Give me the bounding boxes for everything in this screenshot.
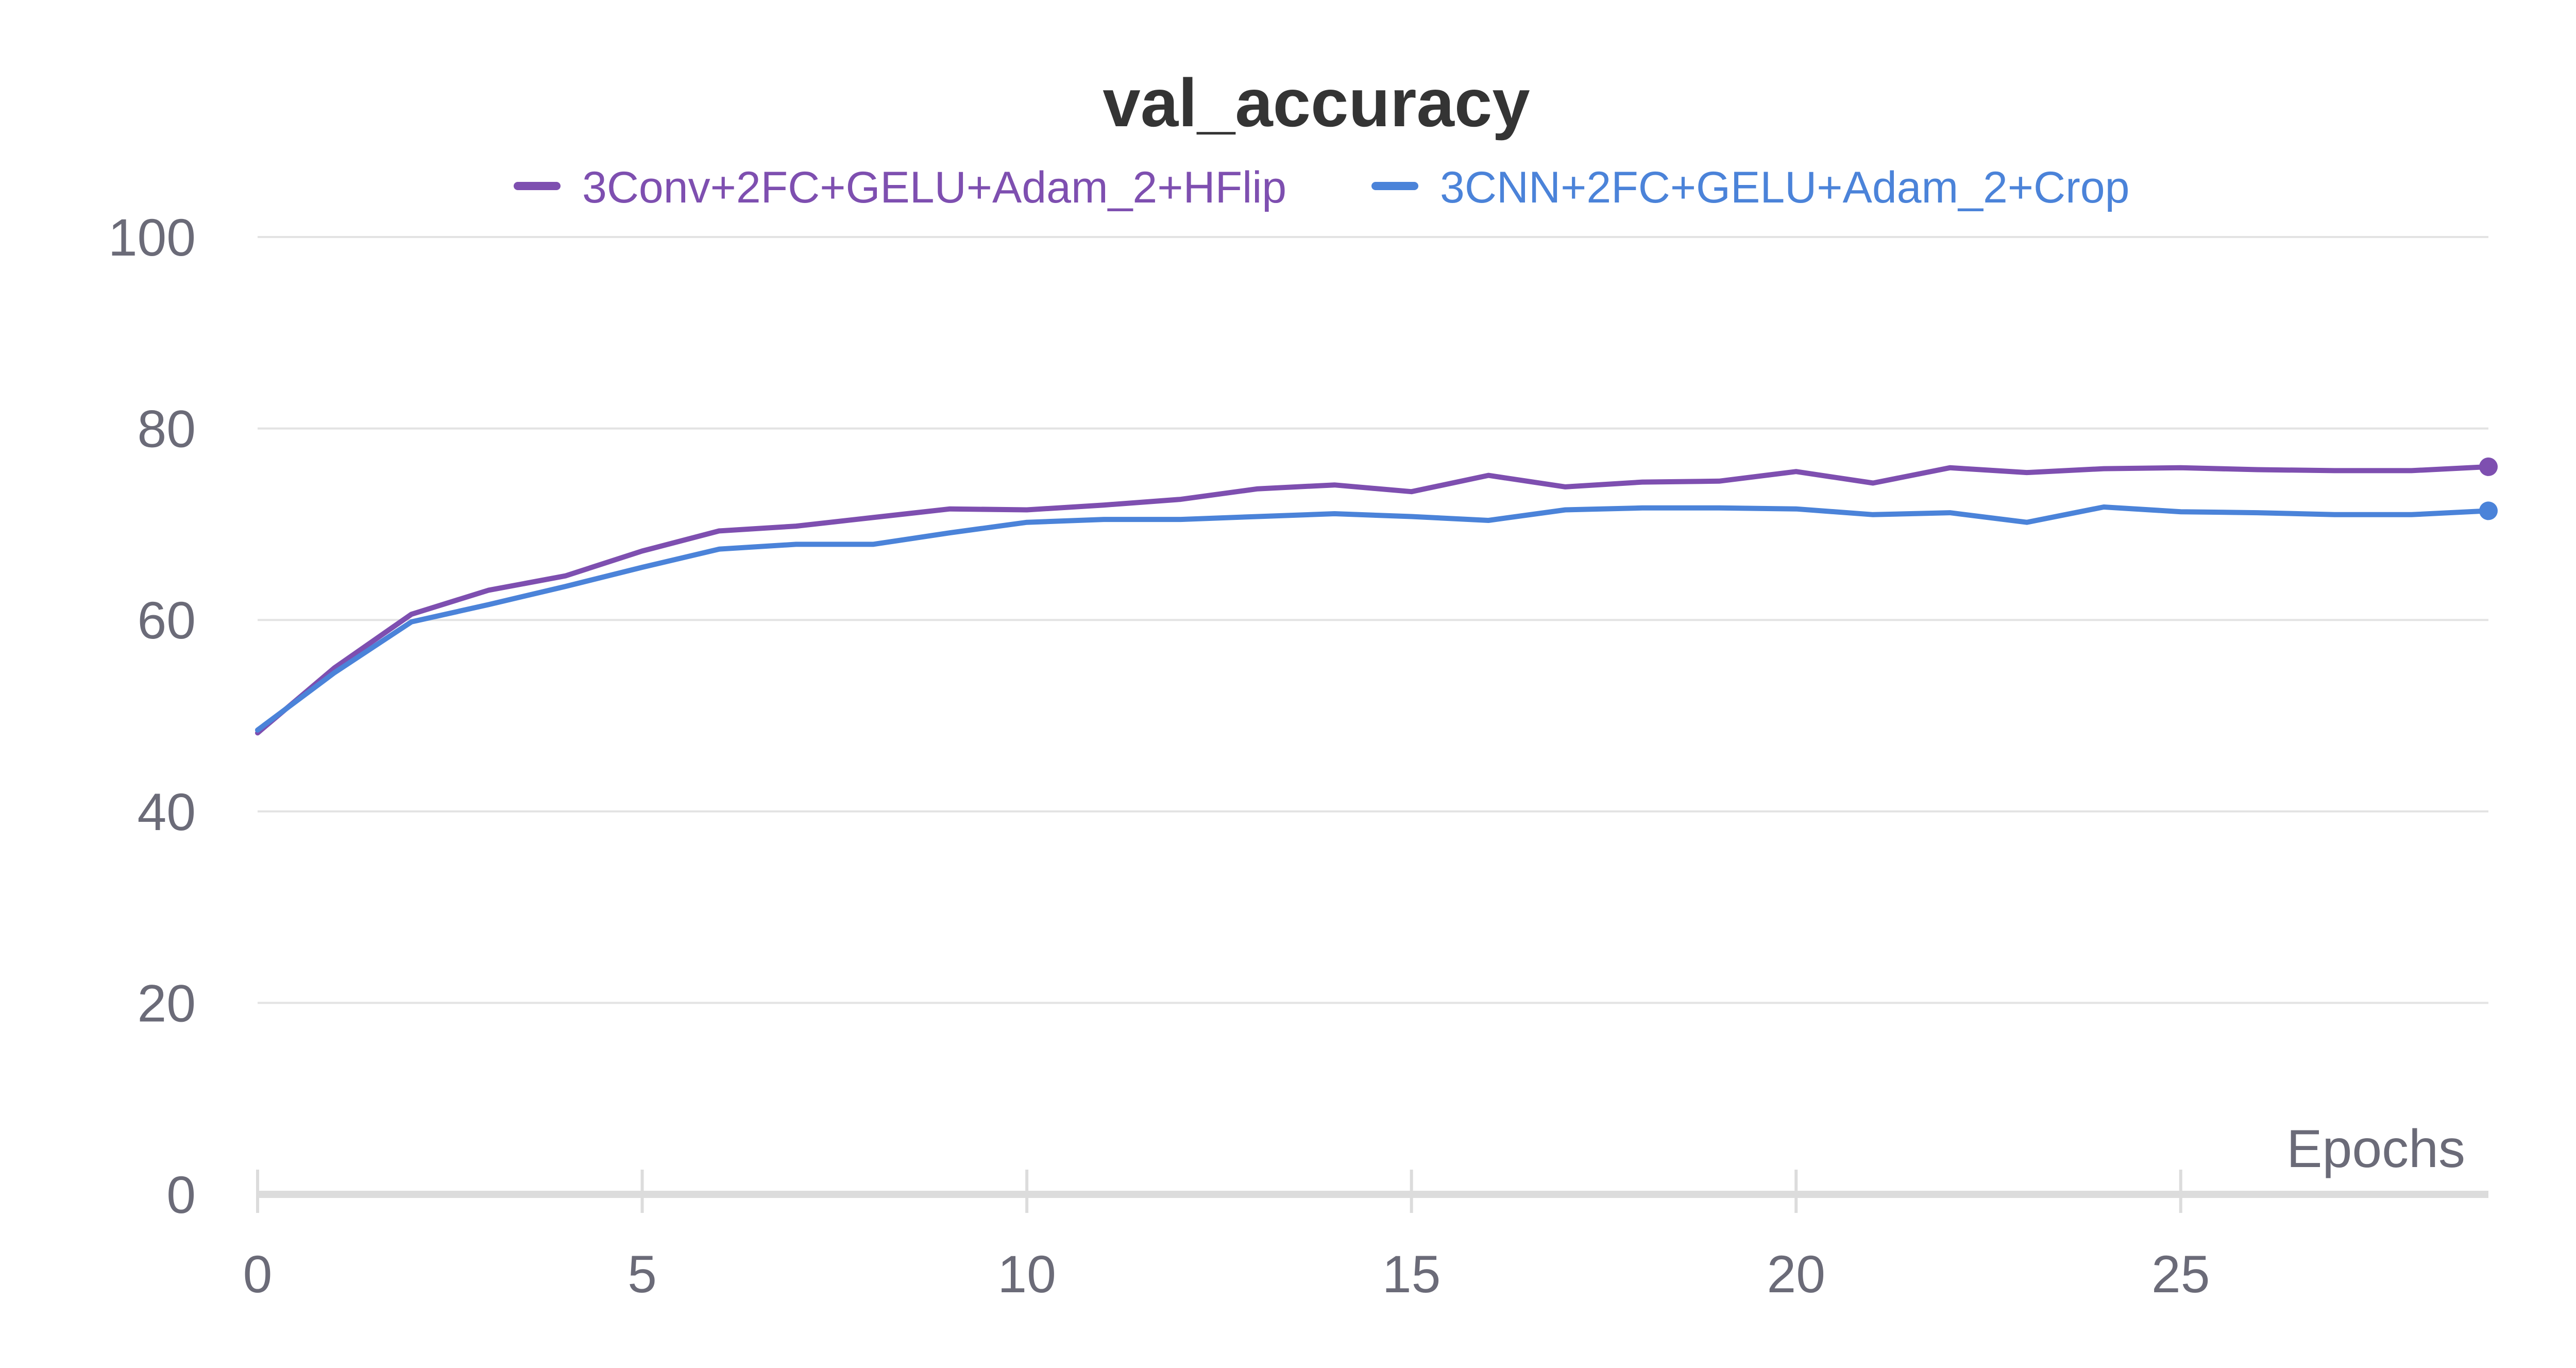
- y-tick-label: 20: [138, 974, 196, 1033]
- series-line-1: [255, 504, 2491, 733]
- axes: 0 20 40 60 80 100 0 5 10 15 20 25: [108, 208, 2488, 1304]
- legend-label: 3CNN+2FC+GELU+Adam_2+Crop: [1440, 163, 2129, 212]
- y-tick-label: 60: [138, 591, 196, 650]
- x-tick-label: 5: [628, 1245, 657, 1304]
- y-tick-label: 0: [166, 1166, 196, 1224]
- series-end-point-1: [2479, 501, 2498, 520]
- x-tick-label: 25: [2151, 1245, 2210, 1304]
- x-axis-label: Epochs: [2286, 1119, 2465, 1179]
- series-layer: [255, 457, 2498, 736]
- x-tick-label: 0: [243, 1245, 273, 1304]
- series-line-0: [255, 464, 2491, 736]
- series-end-point-0: [2479, 457, 2498, 476]
- chart-title: val_accuracy: [1103, 65, 1530, 141]
- x-tick-label: 10: [997, 1245, 1056, 1304]
- legend: 3Conv+2FC+GELU+Adam_2+HFlip 3CNN+2FC+GELU…: [514, 163, 2129, 212]
- y-tick-label: 40: [138, 783, 196, 841]
- y-tick-label: 100: [108, 208, 196, 267]
- legend-label: 3Conv+2FC+GELU+Adam_2+HFlip: [582, 163, 1286, 212]
- x-tick-label: 15: [1382, 1245, 1440, 1304]
- x-tick-label: 20: [1767, 1245, 1825, 1304]
- y-tick-label: 80: [138, 400, 196, 459]
- grid-lines: [258, 236, 2488, 1004]
